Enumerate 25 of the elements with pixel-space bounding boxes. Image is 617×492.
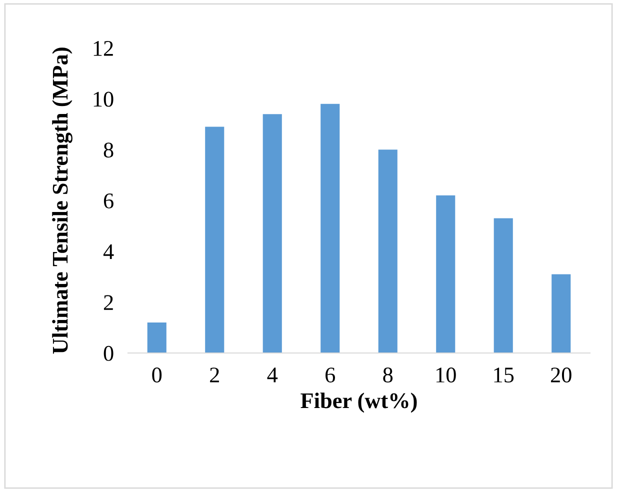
y-tick-label: 10: [94, 92, 114, 107]
y-tick-label: 2: [104, 295, 113, 310]
x-tick-label: 6: [326, 368, 336, 383]
bar: [436, 195, 456, 353]
x-tick-label: 15: [494, 368, 514, 383]
bar: [378, 150, 398, 353]
bar: [552, 274, 571, 353]
x-tick-label: 4: [267, 368, 278, 382]
y-tick-label: 6: [104, 193, 114, 208]
bar: [320, 104, 340, 353]
x-tick-label: 2: [210, 368, 219, 382]
y-tick-label: 12: [94, 40, 113, 56]
y-axis-title: Ultimate Tensile Strength (MPa): [52, 48, 72, 354]
y-tick-label: 0: [104, 346, 114, 361]
y-tick-label: 8: [104, 142, 114, 158]
bar: [262, 114, 282, 353]
x-axis-title: Fiber (wt%): [300, 392, 417, 413]
bar: [494, 218, 513, 353]
y-tick-label: 4: [103, 244, 114, 260]
x-tick-label: 0: [152, 368, 162, 383]
bar: [147, 322, 166, 353]
x-tick-label: 20: [550, 368, 572, 383]
x-tick-label: 8: [383, 368, 393, 383]
bar: [205, 126, 224, 353]
x-tick-label: 10: [436, 368, 456, 383]
